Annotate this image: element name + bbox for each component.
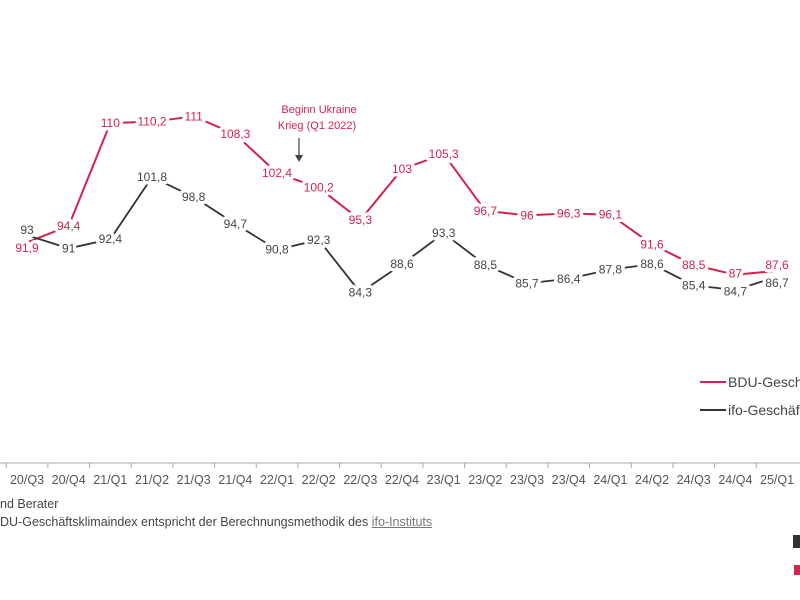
data-label-bdu: 96,7	[474, 204, 498, 218]
data-label-bdu: 94,4	[57, 219, 81, 233]
logo-red-mark	[794, 565, 800, 575]
x-tick-label: 23/Q1	[427, 473, 461, 487]
legend-label-bdu: BDU-Gesch	[728, 374, 800, 390]
data-label-ifo: 88,6	[640, 257, 664, 271]
x-tick-label: 23/Q3	[510, 473, 544, 487]
data-label-ifo: 93,3	[432, 226, 456, 240]
data-label-ifo: 84,3	[349, 286, 373, 300]
data-label-ifo: 101,8	[137, 170, 167, 184]
footer-note-text: DU-Geschäftsklimaindex entspricht der Be…	[0, 515, 372, 529]
legend-label-ifo: ifo-Geschäf	[728, 402, 800, 418]
data-label-ifo: 92,4	[99, 232, 123, 246]
x-tick-label: 22/Q3	[343, 473, 377, 487]
data-label-bdu: 88,5	[682, 258, 706, 272]
annotation-line2: Krieg (Q1 2022)	[278, 120, 356, 132]
data-label-bdu: 96,1	[599, 208, 623, 222]
data-label-bdu: 105,3	[429, 147, 459, 161]
data-label-ifo: 88,5	[474, 258, 498, 272]
data-label-ifo: 86,4	[557, 272, 581, 286]
x-tick-label: 21/Q3	[177, 473, 211, 487]
data-label-bdu: 110	[101, 116, 120, 130]
data-label-bdu: 108,3	[220, 127, 250, 141]
data-label-bdu: 102,4	[262, 166, 292, 180]
x-tick-label: 20/Q4	[52, 473, 86, 487]
data-label-ifo: 90,8	[265, 243, 289, 257]
legend-item-bdu: BDU-Gesch	[700, 374, 800, 390]
data-label-ifo: 94,7	[224, 217, 248, 231]
annotation-arrow-head	[295, 155, 303, 162]
x-tick-label: 23/Q2	[468, 473, 502, 487]
x-tick-label: 24/Q2	[635, 473, 669, 487]
data-label-ifo: 91	[62, 241, 76, 255]
legend-swatch-ifo	[700, 408, 726, 412]
data-label-ifo: 88,6	[390, 257, 414, 271]
x-tick-label: 21/Q2	[135, 473, 169, 487]
data-label-ifo: 85,4	[682, 278, 706, 292]
data-label-bdu: 87	[729, 266, 743, 280]
data-label-ifo: 84,7	[724, 284, 748, 298]
x-axis: 20/Q3 20/Q4 21/Q1 21/Q2 21/Q3 21/Q4 22/Q1 22/Q2…	[0, 462, 800, 487]
data-label-bdu: 103	[392, 162, 412, 176]
x-tick-label: 24/Q1	[593, 473, 627, 487]
legend-item-ifo: ifo-Geschäf	[700, 402, 800, 418]
data-label-bdu: 96	[520, 208, 534, 222]
data-label-bdu: 100,2	[304, 181, 334, 195]
x-tick-label: 24/Q3	[677, 473, 711, 487]
x-tick-label: 22/Q1	[260, 473, 294, 487]
x-tick-label: 22/Q4	[385, 473, 419, 487]
data-label-bdu: 91,6	[640, 237, 664, 251]
annotation: Beginn Ukraine Krieg (Q1 2022)	[278, 104, 357, 162]
series-line-ifo	[26, 175, 778, 294]
footer-note: DU-Geschäftsklimaindex entspricht der Be…	[0, 515, 432, 529]
series-line-bdu	[26, 115, 778, 276]
legend-swatch-bdu	[700, 381, 726, 383]
data-label-bdu: 87,6	[765, 258, 789, 272]
data-label-bdu: 96,3	[557, 206, 581, 220]
ifo-link[interactable]: ifo-Instituts	[371, 515, 433, 529]
annotation-line1: Beginn Ukraine	[281, 104, 356, 116]
data-label-bdu: 111	[185, 109, 204, 123]
data-label-ifo: 98,8	[182, 190, 206, 204]
x-tick-label: 20/Q3	[10, 473, 44, 487]
logo-dark-mark	[793, 535, 800, 548]
x-tick-label: 22/Q2	[302, 473, 336, 487]
data-label-ifo: 93	[20, 223, 34, 237]
x-tick-label: 25/Q1	[760, 473, 794, 487]
data-label-bdu: 95,3	[349, 213, 373, 227]
footer-source: nd Berater	[0, 497, 59, 511]
x-tick-label: 21/Q1	[93, 473, 127, 487]
data-label-ifo: 87,8	[599, 263, 623, 277]
data-label-ifo: 85,7	[515, 276, 539, 290]
data-label-bdu: 91,9	[15, 241, 39, 255]
x-tick-label: 21/Q4	[218, 473, 252, 487]
data-label-bdu: 110,2	[137, 115, 166, 129]
x-tick-label: 23/Q4	[552, 473, 586, 487]
data-label-ifo: 86,7	[765, 276, 789, 290]
data-label-ifo: 92,3	[307, 233, 331, 247]
x-tick-label: 24/Q4	[718, 473, 752, 487]
